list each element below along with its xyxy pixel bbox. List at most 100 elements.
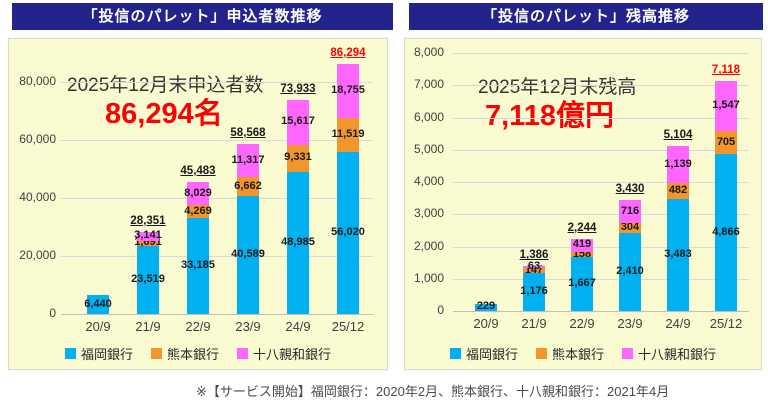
bar-segment <box>667 198 689 311</box>
legend-label: 福岡銀行 <box>465 347 518 362</box>
gridline <box>61 140 373 141</box>
balance-chart-panel: 2025年12月末残高 7,118億円 0 1,000 2,000 3,000 4,00… <box>404 38 762 370</box>
legend-swatch-icon <box>237 348 248 359</box>
legend-label: 十八親和銀行 <box>253 347 332 362</box>
segment-value-label: 3,483 <box>664 247 692 260</box>
chart-title-applicants: 「投信のパレット」申込者数推移 <box>12 3 393 30</box>
x-category-label: 24/9 <box>285 319 311 334</box>
gridline <box>61 82 373 83</box>
segment-value-label: 6,662 <box>234 179 262 192</box>
bar-segment <box>137 240 159 246</box>
gridline <box>453 278 749 280</box>
bar-segment <box>237 196 259 314</box>
y-tick-label: 7,000 <box>413 77 444 92</box>
bar-segment <box>667 183 689 199</box>
gridline <box>61 256 373 257</box>
total-value-label: 7,118 <box>711 64 741 77</box>
total-value-label: 3,430 <box>615 183 645 196</box>
legend-swatch-icon <box>64 348 76 359</box>
segment-value-label: 1,667 <box>568 277 596 290</box>
gridline <box>453 214 749 216</box>
legend-label: 福岡銀行 <box>80 347 133 362</box>
bar-segment <box>475 303 497 311</box>
total-value-label: 5,104 <box>663 129 693 142</box>
segment-value-label: 40,589 <box>231 248 265 261</box>
x-category-label: 22/9 <box>185 319 211 334</box>
y-tick-label: 20,000 <box>19 248 56 262</box>
bar-segment <box>337 151 359 314</box>
segment-value-label: 56,020 <box>331 225 365 238</box>
legend-item: 福岡銀行 <box>449 344 518 363</box>
bar-segment <box>715 81 737 132</box>
total-value-label: 28,351 <box>130 214 166 227</box>
bar-segment <box>715 131 737 155</box>
bar-segment <box>619 223 641 234</box>
y-tick-label: 4,000 <box>413 174 444 188</box>
segment-value-label: 4,269 <box>184 204 212 217</box>
y-tick-label: 80,000 <box>19 74 56 88</box>
legend-swatch-icon <box>150 348 162 359</box>
bar-segment <box>571 252 593 258</box>
bar-segment <box>287 99 309 145</box>
legend-label: 熊本銀行 <box>551 347 604 362</box>
bar-segment <box>137 231 159 241</box>
total-value-label: 73,933 <box>280 82 316 95</box>
x-axis-line <box>61 314 373 315</box>
segment-value-label: 304 <box>620 221 640 234</box>
segment-value-label: 18,755 <box>331 83 365 96</box>
x-category-label: 22/9 <box>569 316 595 331</box>
gridline <box>61 198 373 199</box>
x-category-label: 20/9 <box>85 319 111 334</box>
bar-segment <box>237 176 259 197</box>
gridline <box>453 149 749 151</box>
bar-segment <box>571 257 593 311</box>
segment-value-label: 4,866 <box>712 225 740 238</box>
x-category-label: 25/12 <box>709 316 743 331</box>
legend-item: 福岡銀行 <box>64 344 133 363</box>
segment-value-label: 63 <box>527 260 541 273</box>
legend-item: 熊本銀行 <box>535 344 604 363</box>
x-category-label: 23/9 <box>617 316 643 331</box>
legend-label: 熊本銀行 <box>166 347 219 362</box>
balance-annotation-label: 2025年12月末残高 <box>478 77 637 98</box>
segment-value-label: 15,617 <box>281 115 315 128</box>
y-tick-label: 8,000 <box>413 45 444 59</box>
service-start-footnote: ※【サービス開始】福岡銀行：2020年2月、熊本銀行、十八親和銀行：2021年4… <box>196 384 670 399</box>
bar-segment <box>523 268 545 274</box>
legend-label: 十八親和銀行 <box>638 347 717 362</box>
bar-segment <box>237 144 259 177</box>
y-tick-label: 1,000 <box>413 270 444 285</box>
segment-value-label: 3,141 <box>134 229 162 242</box>
x-category-label: 20/9 <box>473 316 499 331</box>
segment-value-label: 229 <box>476 300 496 313</box>
applicants-chart-panel: 2025年12月末申込者数 86,294名 0 20,000 40,000 60,00… <box>8 38 388 370</box>
bar-segment <box>87 295 109 314</box>
total-value-label: 86,294 <box>330 46 366 59</box>
total-value-label: 45,483 <box>180 165 216 178</box>
gridline <box>453 85 749 87</box>
bar-segment <box>287 144 309 172</box>
x-category-label: 25/12 <box>331 319 365 334</box>
bar-segment <box>619 233 641 311</box>
bar-segment <box>137 245 159 314</box>
segment-value-label: 23,519 <box>131 272 165 285</box>
y-tick-label: 3,000 <box>413 206 444 221</box>
legend-item: 熊本銀行 <box>150 344 219 363</box>
gridline <box>453 182 749 183</box>
bar-segment <box>337 118 359 152</box>
segment-value-label: 8,029 <box>184 186 212 199</box>
bar-segment <box>571 238 593 253</box>
applicants-annotation-label: 2025年12月末申込者数 <box>67 75 264 96</box>
segment-value-label: 482 <box>668 183 688 196</box>
legend-item: 十八親和銀行 <box>622 344 716 363</box>
bar-segment <box>187 217 209 314</box>
segment-value-label: 11,317 <box>231 153 265 166</box>
segment-value-label: 1,139 <box>664 157 692 170</box>
bar-segment <box>187 205 209 218</box>
y-tick-label: 5,000 <box>413 141 444 156</box>
bar-segment <box>187 182 209 206</box>
x-category-label: 21/9 <box>521 316 547 331</box>
bar-segment <box>287 171 309 314</box>
x-category-label: 24/9 <box>665 316 691 331</box>
